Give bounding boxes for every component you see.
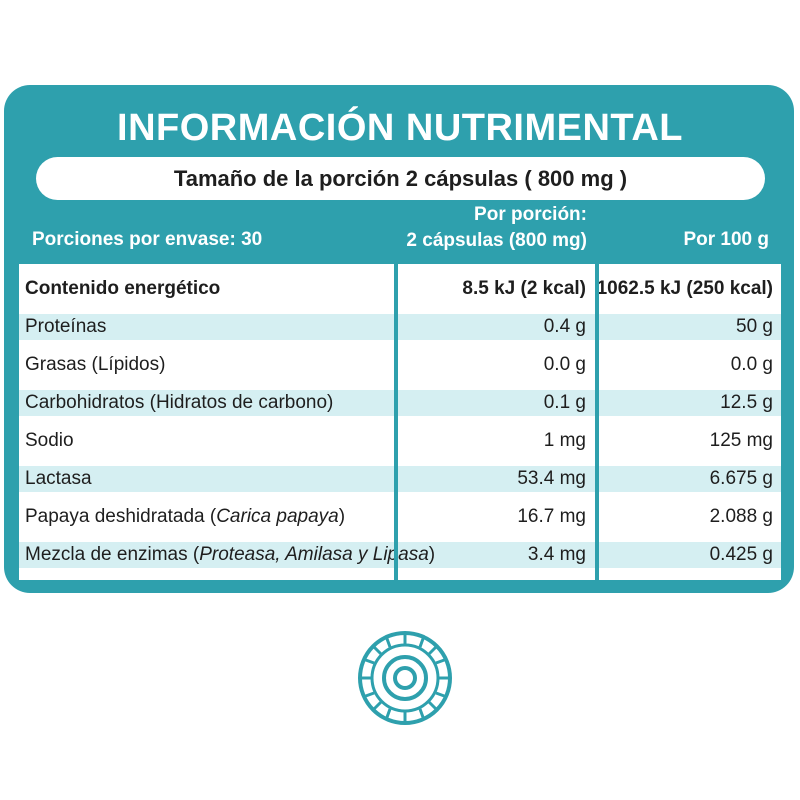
per-portion-header: Por porción: 2 cápsulas (800 mg) — [406, 202, 587, 254]
row-per-portion: 53.4 mg — [517, 468, 586, 489]
row-label-italic: Proteasa, Amilasa y Lipasa — [199, 544, 429, 565]
table-row: Sodio 1 mg 125 mg — [19, 416, 781, 466]
table-row: Papaya deshidratada (Carica papaya) 16.7… — [19, 492, 781, 542]
column-divider — [394, 264, 398, 580]
table-row: Carbohidratos (Hidratos de carbono) 0.1 … — [19, 390, 781, 416]
row-label: Papaya deshidratada (Carica papaya) — [25, 506, 346, 527]
per-100g-header: Por 100 g — [683, 229, 769, 250]
row-label: Mezcla de enzimas (Proteasa, Amilasa y L… — [25, 544, 436, 565]
table-row: Lactasa 53.4 mg 6.675 g — [19, 466, 781, 492]
nutrition-table: Contenido energético 8.5 kJ (2 kcal) 106… — [19, 264, 781, 580]
row-label: Grasas (Lípidos) — [25, 354, 166, 375]
row-per-portion: 3.4 mg — [527, 544, 586, 565]
row-per-portion: 8.5 kJ (2 kcal) — [462, 278, 586, 299]
table-row: Proteínas 0.4 g 50 g — [19, 314, 781, 340]
circular-emblem-icon — [358, 631, 452, 725]
row-per-100g: 6.675 g — [709, 468, 773, 489]
row-per-portion: 16.7 mg — [517, 506, 586, 527]
row-per-100g: 0.0 g — [730, 354, 773, 375]
per-portion-header-line1: Por porción: — [474, 204, 587, 225]
row-label-text: Mezcla de enzimas — [25, 544, 188, 565]
row-per-100g: 1062.5 kJ (250 kcal) — [596, 278, 773, 299]
per-portion-header-line2: 2 cápsulas (800 mg) — [406, 230, 587, 251]
row-label: Proteínas — [25, 316, 107, 337]
serving-size: Tamaño de la porción 2 cápsulas ( 800 mg… — [36, 157, 765, 200]
panel-title: INFORMACIÓN NUTRIMENTAL — [117, 107, 683, 149]
row-label-text: Papaya deshidratada — [25, 506, 205, 527]
table-row: Mezcla de enzimas (Proteasa, Amilasa y L… — [19, 542, 781, 568]
row-per-portion: 0.4 g — [543, 316, 586, 337]
row-per-100g: 0.425 g — [709, 544, 773, 565]
table-row: Contenido energético 8.5 kJ (2 kcal) 106… — [19, 264, 781, 314]
row-label-italic: Carica papaya — [216, 506, 339, 527]
row-per-100g: 2.088 g — [709, 506, 773, 527]
column-divider — [595, 264, 599, 580]
row-per-portion: 0.0 g — [543, 354, 586, 375]
row-label: Contenido energético — [25, 278, 221, 299]
row-per-100g: 125 mg — [709, 430, 773, 451]
row-per-100g: 12.5 g — [720, 392, 773, 413]
row-label: Lactasa — [25, 468, 92, 489]
row-label: Carbohidratos (Hidratos de carbono) — [25, 392, 334, 413]
row-label: Sodio — [25, 430, 74, 451]
table-row: Grasas (Lípidos) 0.0 g 0.0 g — [19, 340, 781, 390]
row-per-100g: 50 g — [736, 316, 773, 337]
portions-per-package: Porciones por envase: 30 — [32, 229, 263, 250]
row-per-portion: 0.1 g — [543, 392, 586, 413]
row-per-portion: 1 mg — [543, 430, 586, 451]
